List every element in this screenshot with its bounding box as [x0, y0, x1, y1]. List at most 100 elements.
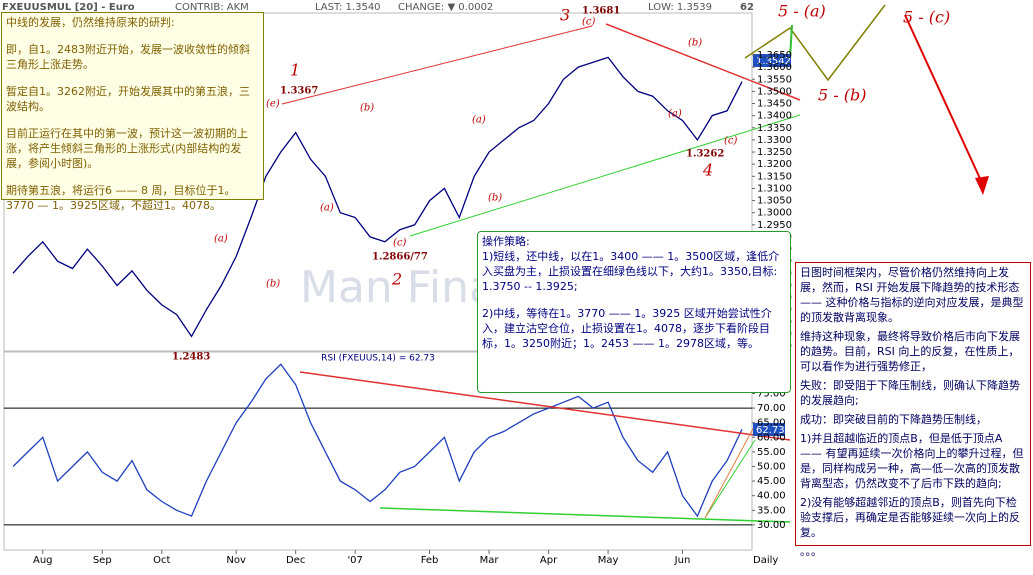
price-label: 1.3262 — [686, 149, 724, 160]
note-paragraph: 2)没有能够超越邻近的顶点B，则首先向下检验支撑后，再确定是否能够延续一次向上的… — [800, 496, 1020, 539]
wave-label: 4 — [702, 161, 713, 180]
y-tick-label: 1.3100 — [757, 183, 792, 194]
wave-letter: (c) — [724, 136, 738, 147]
wave-letter: (b) — [266, 279, 280, 290]
wave-label: 1 — [290, 61, 300, 80]
y-tick-label: 1.3550 — [757, 74, 792, 85]
note-paragraph: 2)中线，等待在1。3770 —— 1。3925 区域开始尝试性介入，建立沽空仓… — [482, 307, 772, 350]
note-paragraph: 维持这种现象，最终将导致价格后市向下发展的趋势。目前，RSI 向上的反复，在性质… — [800, 330, 1020, 373]
note-paragraph: 中线的发展，仍然维持原来的研判: — [6, 16, 175, 29]
wave-label: 2 — [391, 270, 402, 289]
wave-letter: (a) — [214, 234, 228, 245]
wave-letter: (b) — [360, 103, 374, 114]
low: LOW: 1.3539 — [648, 2, 712, 13]
y-tick-label: 35.00 — [757, 505, 786, 516]
note-middle: 操作策略: 1)短线，还中线，以在1。3400 —— 1。3500区域，逢低介入买… — [477, 231, 791, 393]
change: CHANGE: ▼ 0.0002 — [398, 2, 493, 13]
note-paragraph: 1)短线，还中线，以在1。3400 —— 1。3500区域，逢低介入买盘为主，止… — [482, 250, 780, 293]
note-right: 日图时间框架内，尽管价格仍然维持向上发展，然而，RSI 开始发展下降趋势的技术形… — [795, 262, 1031, 558]
y-tick-label: 1.3400 — [757, 111, 792, 122]
last-price: 1.3542 — [756, 56, 791, 67]
trend-line — [704, 424, 756, 519]
wave-letter: (a) — [320, 203, 334, 214]
note-paragraph: 。。。 — [800, 545, 822, 558]
x-tick-label: Apr — [540, 555, 558, 566]
y-tick-label: 60.00 — [757, 432, 786, 443]
wave-letter: (a) — [668, 109, 682, 120]
x-axis-label: Daily — [753, 555, 778, 566]
wave-letter: (b) — [688, 38, 702, 49]
y-tick-label: 70.00 — [757, 403, 786, 414]
x-tick-label: May — [598, 555, 619, 566]
price-label: 1.2483 — [172, 352, 210, 363]
y-tick-label: 40.00 — [757, 491, 786, 502]
y-tick-label: 1.2950 — [757, 220, 792, 231]
wave-label: 5 - (c) — [903, 8, 950, 27]
x-tick-label: Nov — [226, 555, 246, 566]
arrow-head — [975, 176, 989, 195]
wave-letter: (c) — [582, 17, 596, 28]
trend-line — [379, 507, 791, 523]
x-tick-label: Aug — [33, 555, 53, 566]
price-label: 1.3681 — [582, 6, 620, 17]
wave-letter: (e) — [266, 99, 280, 110]
projection — [904, 14, 984, 186]
trend-line — [704, 439, 756, 519]
last-price-box — [753, 54, 791, 67]
y-tick-label: 30.00 — [757, 520, 786, 531]
note-paragraph: 失败：即受阻于下降压制线，则确认下降趋势的发展趋向; — [800, 379, 1020, 407]
contrib: CONTRIB: AKM — [175, 2, 249, 13]
wave-label: 5 - (b) — [818, 86, 866, 105]
price-label: 1.2866/77 — [372, 252, 428, 263]
y-tick-label: 1.3000 — [757, 208, 792, 219]
x-tick-label: Dec — [286, 555, 305, 566]
y-tick-label: 45.00 — [757, 476, 786, 487]
note-paragraph: 1)并且超越临近的顶点B，但是低于顶点A —— 有望再延续一次价格向上的攀升过程… — [800, 432, 1024, 490]
y-tick-label: 1.3200 — [757, 159, 792, 170]
y-tick-label: 1.3500 — [757, 86, 792, 97]
y-tick-label: 55.00 — [757, 447, 786, 458]
panel-title: RSI (FXEUUS,14) = 62.73 — [321, 354, 435, 364]
series-line — [12, 363, 743, 518]
y-tick-label: 1.3050 — [757, 196, 792, 207]
projection — [789, 24, 793, 59]
note-paragraph: 暂定自1。3262附近，开始发展其中的第五浪，三波结构。 — [6, 85, 250, 113]
x-tick-label: '07 — [347, 555, 362, 566]
projection — [744, 4, 886, 82]
y-tick-label: 50.00 — [757, 461, 786, 472]
note-paragraph: 日图时间框架内，尽管价格仍然维持向上发展，然而，RSI 开始发展下降趋势的技术形… — [800, 266, 1024, 324]
note-paragraph: 操作策略: — [482, 235, 530, 248]
x-tick-label: Jun — [674, 555, 691, 566]
last-rsi-box — [753, 423, 785, 436]
y-tick-label: 1.3350 — [757, 123, 792, 134]
y-tick-label: 1.3150 — [757, 171, 792, 182]
wave-label: 5 - (a) — [778, 2, 826, 21]
note-paragraph: 期待第五浪，将运行6 —— 8 周，目标位于1。3770 — 1。3925区域，… — [6, 184, 236, 212]
trend-line — [409, 114, 801, 237]
wave-letter: (a) — [472, 115, 486, 126]
y-tick-label: 1.3300 — [757, 135, 792, 146]
wave-letter: (b) — [488, 193, 502, 204]
y-tick-label: 1.3600 — [757, 62, 792, 73]
header-extra: 62 — [740, 2, 754, 13]
x-tick-label: Feb — [421, 555, 439, 566]
y-tick-label: 1.3250 — [757, 147, 792, 158]
symbol: FXEUUSMUL [20] - Euro — [2, 2, 135, 13]
trend-lines — [281, 4, 989, 523]
y-tick-label: 1.3450 — [757, 99, 792, 110]
y-tick-label: 75.00 — [757, 388, 786, 399]
note-paragraph: 成功：即突破目前的下降趋势压制线， — [800, 413, 987, 426]
note-paragraph: 即，自1。2483附近开始，发展一波收敛性的倾斜三角形上涨走势。 — [6, 43, 250, 71]
x-tick-label: Sep — [93, 555, 112, 566]
last: LAST: 1.3540 — [315, 2, 381, 13]
y-tick-label: 1.3650 — [757, 50, 792, 61]
rsi-panel — [3, 351, 753, 551]
series-line — [12, 56, 743, 338]
note-left: 中线的发展，仍然维持原来的研判: 即，自1。2483附近开始，发展一波收敛性的倾斜… — [1, 12, 264, 212]
y-tick-label: 65.00 — [757, 418, 786, 429]
trend-line — [281, 25, 593, 105]
wave-label: 3 — [560, 6, 570, 25]
trend-line — [299, 371, 791, 441]
price-label: 1.3367 — [280, 86, 318, 97]
